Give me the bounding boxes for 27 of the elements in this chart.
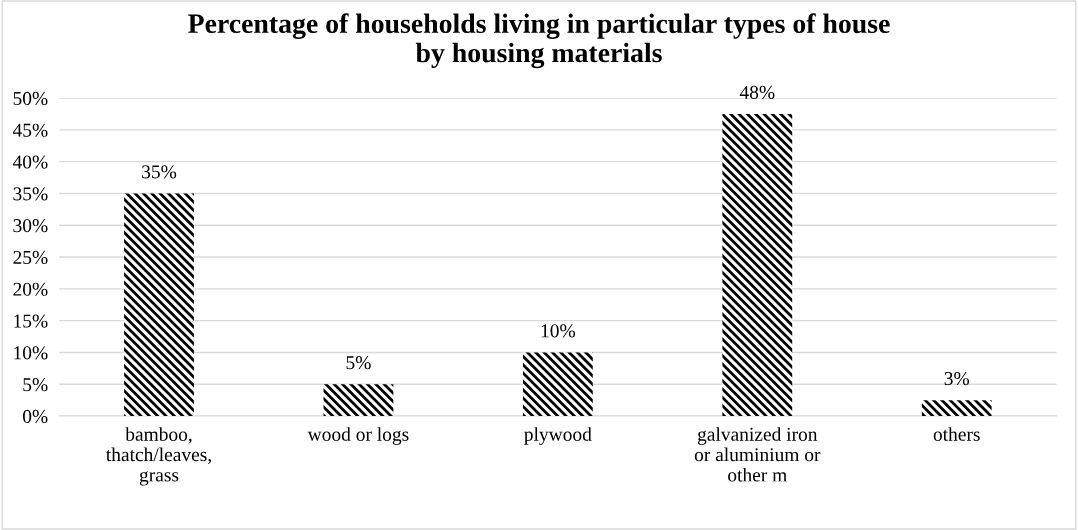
x-tick-label: others (933, 427, 980, 441)
y-tick-label: 5% (23, 378, 48, 392)
x-tick-label: plywood (524, 427, 592, 445)
y-tick-label: 25% (13, 250, 48, 265)
y-tick-label: 40% (12, 155, 48, 169)
x-tick-label: bamboo, thatch/leaves, grass (106, 427, 211, 486)
y-tick-label: 45% (12, 123, 48, 137)
bar (124, 193, 194, 417)
y-tick-label: 20% (13, 282, 48, 296)
x-tick-label: galvanized iron or aluminium or other m (694, 427, 821, 482)
bar (522, 352, 593, 417)
x-tick-label: wood or logs (307, 427, 409, 445)
y-tick-label: 50% (13, 91, 48, 106)
data-label: 35% (142, 165, 177, 179)
data-label: 3% (944, 371, 970, 386)
bar (921, 400, 992, 417)
y-tick-label: 10% (14, 346, 48, 360)
data-label: 10% (541, 324, 576, 338)
bar (722, 113, 793, 417)
y-tick-label: 0% (23, 409, 48, 424)
y-tick-label: 35% (13, 187, 48, 201)
data-label: 48% (739, 85, 775, 99)
y-tick-label: 15% (14, 314, 48, 328)
y-tick-label: 30% (13, 219, 48, 233)
chart-title: Percentage of households living in particular types of house by housing materials (188, 13, 890, 69)
data-label: 5% (346, 356, 371, 370)
bar (323, 384, 394, 417)
